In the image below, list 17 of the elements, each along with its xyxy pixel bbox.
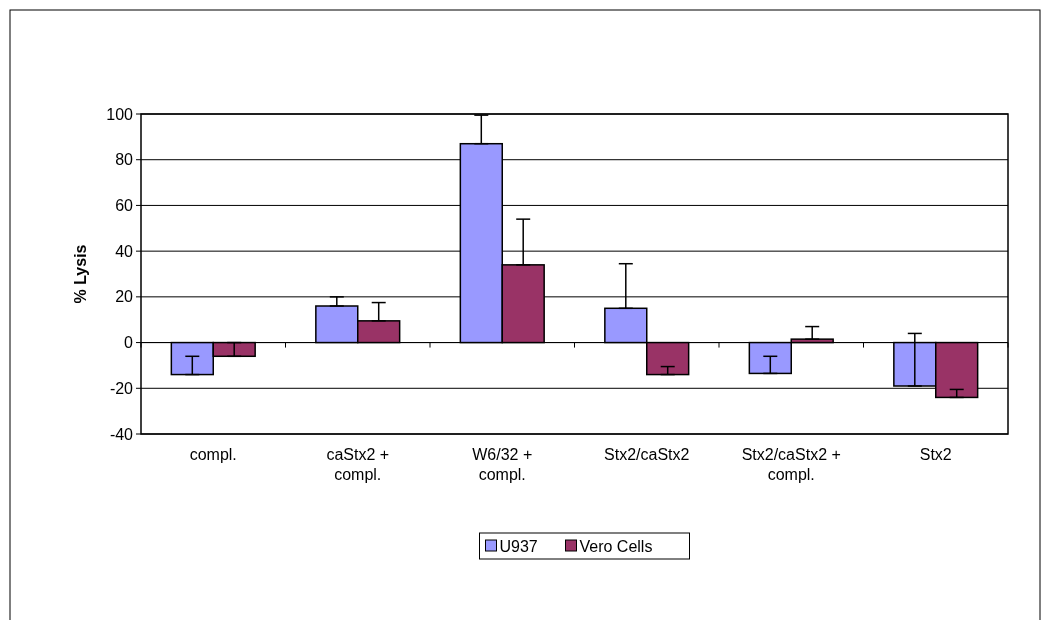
x-tick-label: W6/32 + compl. — [472, 446, 533, 483]
y-axis-title: % Lysis — [72, 244, 89, 304]
y-tick-label: 20 — [115, 288, 134, 306]
y-tick-label: -20 — [109, 379, 134, 397]
x-tick-label: Stx2 — [919, 446, 952, 463]
legend-label: U937 — [499, 537, 538, 555]
y-tick-label: 40 — [115, 242, 134, 260]
x-tick-label: Stx2/caStx2 — [604, 446, 690, 463]
y-tick-label: -40 — [109, 425, 134, 443]
y-tick-label: 80 — [115, 151, 134, 169]
x-tick-label: Stx2/caStx2 + compl. — [741, 446, 841, 483]
y-tick-label: 100 — [106, 105, 134, 123]
x-tick-label: caStx2 + compl. — [326, 446, 390, 483]
y-tick-label: 60 — [115, 197, 134, 215]
y-tick-label: 0 — [124, 334, 134, 352]
legend-label: Vero Cells — [579, 537, 653, 555]
x-tick-label: compl. — [189, 446, 237, 463]
